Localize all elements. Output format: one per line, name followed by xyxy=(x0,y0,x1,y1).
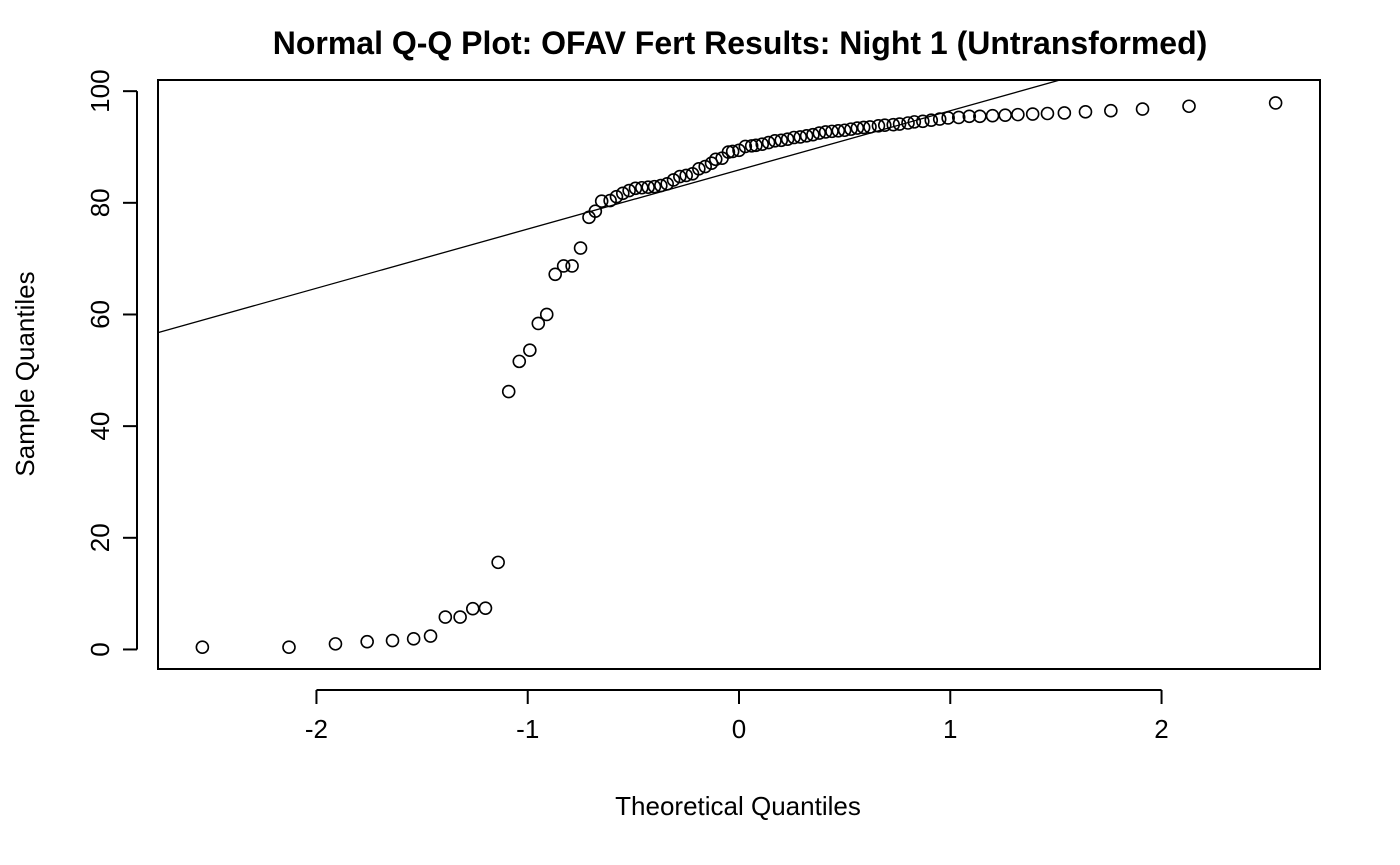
data-point xyxy=(573,241,588,255)
data-point xyxy=(708,152,723,167)
data-point xyxy=(877,118,892,133)
data-point xyxy=(962,109,977,124)
x-tick-label: 0 xyxy=(732,714,746,744)
data-point xyxy=(622,183,636,198)
data-point xyxy=(749,138,763,153)
y-tick-label: 0 xyxy=(85,642,115,656)
plot-area xyxy=(157,79,1321,670)
data-point xyxy=(360,634,374,649)
data-point xyxy=(328,637,343,651)
data-point xyxy=(768,134,782,148)
data-point xyxy=(609,189,624,204)
data-point xyxy=(531,316,546,331)
data-point xyxy=(761,135,776,150)
data-point xyxy=(907,115,922,129)
data-point xyxy=(523,343,537,358)
data-point xyxy=(863,120,877,134)
data-point xyxy=(594,194,609,208)
data-point xyxy=(512,354,527,369)
data-point xyxy=(1135,102,1150,116)
data-point xyxy=(932,112,947,126)
data-point xyxy=(548,267,562,282)
data-point xyxy=(1025,107,1040,121)
data-point xyxy=(1078,105,1093,119)
y-axis: 0 20 40 60 80 100 xyxy=(85,69,138,657)
data-point xyxy=(1011,107,1025,122)
data-point xyxy=(916,114,930,129)
chart-title: Normal Q-Q Plot: OFAV Fert Results: Nigh… xyxy=(273,25,1208,61)
data-point xyxy=(951,110,966,125)
x-axis-label: Theoretical Quantiles xyxy=(615,791,861,821)
data-point xyxy=(806,127,820,142)
data-point xyxy=(744,139,759,153)
data-point xyxy=(812,126,827,140)
data-point xyxy=(1104,103,1118,118)
data-point xyxy=(721,145,736,159)
data-point xyxy=(856,120,871,135)
data-point xyxy=(780,132,795,146)
data-point xyxy=(892,117,907,131)
data-point xyxy=(615,186,630,201)
data-point xyxy=(924,113,939,127)
x-axis: -2 -1 0 1 2 xyxy=(305,689,1169,744)
data-point xyxy=(1057,106,1072,120)
y-tick-label: 80 xyxy=(85,188,115,217)
data-point xyxy=(793,130,808,144)
data-point xyxy=(282,640,296,655)
points-layer xyxy=(195,96,1283,655)
data-point xyxy=(666,173,681,187)
data-point xyxy=(901,116,915,130)
data-point xyxy=(556,259,571,273)
data-point xyxy=(799,129,814,143)
data-point xyxy=(406,632,421,646)
data-point xyxy=(774,133,789,148)
data-point xyxy=(1040,106,1055,121)
data-point xyxy=(679,168,693,183)
y-tick-label: 60 xyxy=(85,300,115,329)
data-point xyxy=(588,204,603,218)
data-point xyxy=(438,610,453,624)
data-point xyxy=(453,610,467,624)
data-point xyxy=(195,640,210,655)
y-tick-label: 20 xyxy=(85,523,115,552)
data-point xyxy=(478,601,493,615)
data-point xyxy=(698,159,712,174)
data-point xyxy=(985,108,1000,123)
data-point xyxy=(654,178,668,193)
data-point xyxy=(941,111,955,125)
y-tick-label: 100 xyxy=(85,69,115,112)
data-point xyxy=(998,108,1013,122)
y-axis-label: Sample Quantiles xyxy=(10,271,40,476)
x-tick-label: -1 xyxy=(516,714,539,744)
data-point xyxy=(1182,99,1196,114)
data-point xyxy=(787,130,801,145)
y-tick-label: 40 xyxy=(85,412,115,441)
data-point xyxy=(673,169,687,184)
plot-frame xyxy=(157,79,1321,670)
data-point xyxy=(755,137,770,152)
data-point xyxy=(886,117,901,132)
data-point xyxy=(565,259,579,273)
data-point xyxy=(1268,96,1283,110)
data-point xyxy=(738,139,753,154)
data-point xyxy=(692,161,706,176)
data-point xyxy=(725,144,740,159)
data-point xyxy=(465,601,480,616)
data-point xyxy=(501,384,516,399)
data-point xyxy=(837,123,852,138)
data-point xyxy=(641,180,655,194)
data-point xyxy=(647,179,662,194)
data-point xyxy=(491,555,505,570)
data-point xyxy=(423,629,438,643)
data-point xyxy=(871,118,886,133)
data-point xyxy=(831,124,846,138)
data-point xyxy=(844,122,858,136)
data-point xyxy=(385,633,400,648)
x-tick-label: 2 xyxy=(1154,714,1168,744)
x-tick-label: -2 xyxy=(305,714,328,744)
x-tick-label: 1 xyxy=(943,714,957,744)
data-point xyxy=(539,307,554,322)
